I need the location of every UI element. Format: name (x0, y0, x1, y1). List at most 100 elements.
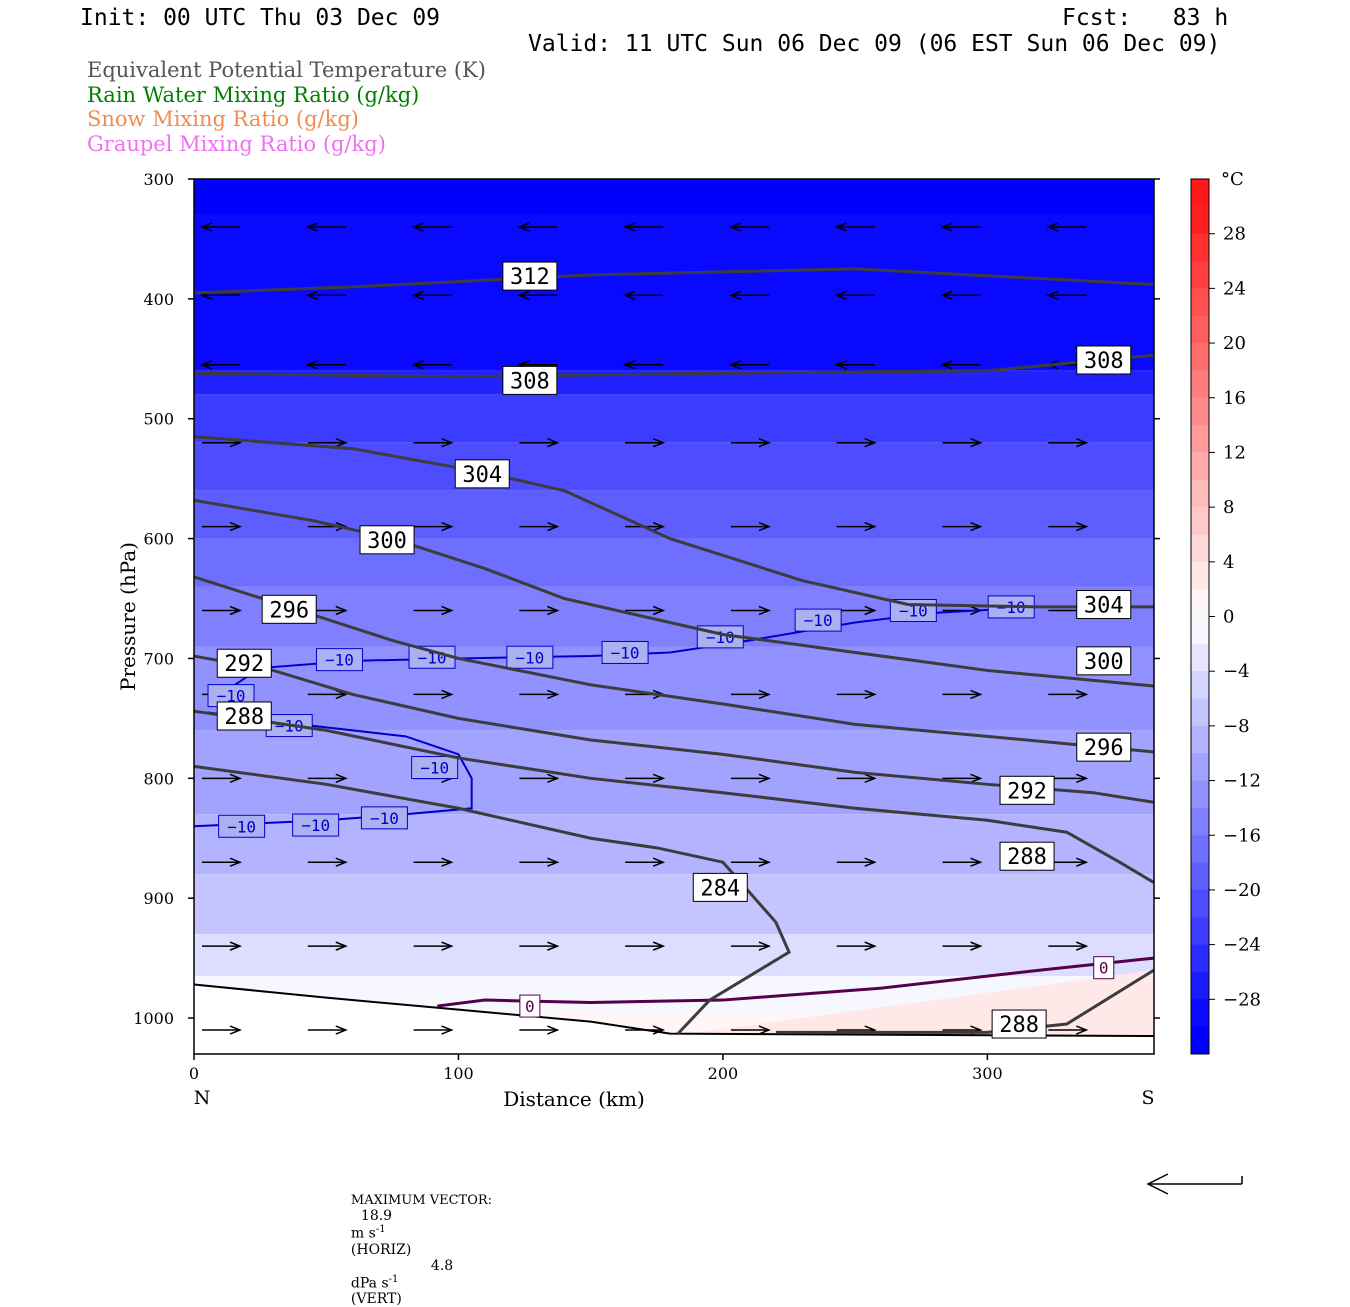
temperature-band (194, 730, 1154, 815)
temperature-contour-label: −10 (301, 816, 330, 835)
temperature-contour-label-box (292, 813, 340, 837)
wind-vector-head (1076, 438, 1089, 448)
y-tick-label: 800 (143, 769, 174, 788)
temperature-contour (437, 956, 1155, 1008)
theta-e-label: 304 (462, 463, 502, 488)
theta-e-contour (193, 435, 1154, 609)
theta-e-label: 296 (269, 598, 309, 623)
theta-e-label-box (1076, 345, 1132, 375)
x-tick-label: 0 (189, 1064, 199, 1083)
temperature-band (194, 442, 1154, 491)
colorbar-cell (1191, 452, 1209, 481)
temperature-contour-label: −10 (370, 809, 399, 828)
wind-vector-head (547, 857, 560, 867)
legend-entry: Rain Water Mixing Ratio (g/kg) (87, 82, 420, 107)
theta-e-label-box (692, 872, 748, 902)
theta-e-label: 300 (367, 529, 407, 554)
wind-vector-head (441, 941, 454, 951)
wind-vector-head (652, 521, 666, 532)
colorbar-cell (1191, 725, 1209, 754)
colorbar-cell (1191, 397, 1209, 426)
wind-vector-head (229, 941, 243, 951)
colorbar-cell (1191, 179, 1209, 207)
wind-vector-head (728, 222, 742, 232)
colorbar-cell (1191, 862, 1209, 891)
theta-e-label: 296 (1084, 736, 1124, 761)
wind-vector-head (305, 222, 319, 232)
theta-e-contour (193, 709, 1155, 884)
temperature-band (194, 874, 1154, 935)
wind-vector-head (940, 222, 953, 232)
cross-section-chart: −10 −10 −10 −10−10−10−10 −10−10−10−10−10−10−… (116, 169, 1261, 1111)
y-tick-label: 1000 (133, 1009, 174, 1028)
wind-vector-head (441, 857, 454, 867)
wind-vector-head (411, 360, 424, 370)
x-end-label-left: N (194, 1087, 211, 1109)
colorbar-cell (1191, 753, 1209, 782)
colorbar-cell (1191, 370, 1209, 399)
colorbar-cell (1191, 561, 1209, 590)
colorbar-cell (1191, 971, 1209, 1000)
theta-e-label: 284 (700, 876, 740, 901)
wind-vector-head (1076, 1025, 1089, 1035)
wind-vector-head (335, 941, 348, 951)
colorbar-cell (1191, 315, 1209, 344)
wind-vector-head (758, 605, 771, 616)
temperature-band (194, 814, 1154, 875)
colorbar-cell (1191, 534, 1209, 563)
theta-e-label: 288 (224, 705, 264, 730)
temperature-contour-label: −10 (227, 817, 256, 836)
theta-e-label-box (502, 261, 558, 291)
wind-vector-head (652, 1025, 666, 1035)
theta-e-label: 308 (1084, 349, 1124, 374)
colorbar-cell (1191, 206, 1209, 235)
wind-vector-head (441, 1025, 454, 1035)
vert-max-value: 4.8 (430, 1257, 454, 1274)
wind-vector-head (441, 605, 454, 616)
y-tick-label: 500 (143, 410, 174, 429)
theta-e-label-box (999, 775, 1055, 805)
wind-vector-head (229, 857, 243, 867)
wind-vector-head (970, 438, 983, 448)
wind-vector-head (1076, 857, 1089, 867)
colorbar-cell (1191, 1026, 1209, 1055)
wind-vector-head (335, 1025, 348, 1035)
below-ground-mask (194, 984, 1154, 1054)
theta-e-label-box (999, 841, 1055, 871)
x-end-label-right: S (1141, 1087, 1154, 1109)
wind-vector-head (864, 605, 877, 616)
colorbar-label: 4 (1223, 552, 1234, 573)
wind-vector-head (758, 438, 771, 448)
temperature-contour-label: −10 (217, 687, 246, 706)
theta-e-contour (193, 353, 1155, 379)
colorbar-cell (1191, 643, 1209, 672)
wind-vector-head (652, 773, 666, 784)
temperature-contour-label-box (506, 645, 554, 669)
temperature-contour-label: −10 (899, 602, 928, 621)
temperature-contour-label-box (218, 814, 266, 838)
wind-vector-head (940, 360, 953, 370)
temperature-band (194, 490, 1154, 539)
wind-vector-head (1046, 290, 1059, 300)
temperature-band (194, 934, 1154, 977)
wind-vector-head (728, 290, 742, 300)
vert-exp: -1 (388, 1273, 399, 1285)
colorbar-label: −16 (1223, 825, 1261, 846)
plot-frame (193, 178, 1155, 1055)
colorbar-label: 0 (1223, 607, 1234, 628)
wind-vector-head (547, 605, 560, 616)
wind-vector-head (441, 438, 454, 448)
theta-e-contour (193, 498, 1155, 688)
wind-vector-head (441, 521, 454, 532)
wind-vector-head (623, 360, 636, 370)
colorbar-label: 24 (1223, 278, 1246, 299)
temperature-band (194, 538, 1154, 587)
wind-vector-head (758, 689, 771, 700)
colorbar-cell (1191, 425, 1209, 453)
colorbar-cell (1191, 671, 1209, 700)
wind-vector-head (411, 222, 424, 232)
horiz-tag: (HORIZ) (350, 1241, 412, 1258)
wind-vector-head (335, 605, 348, 616)
y-tick-label: 700 (143, 649, 174, 668)
wind-vector-head (335, 438, 348, 448)
